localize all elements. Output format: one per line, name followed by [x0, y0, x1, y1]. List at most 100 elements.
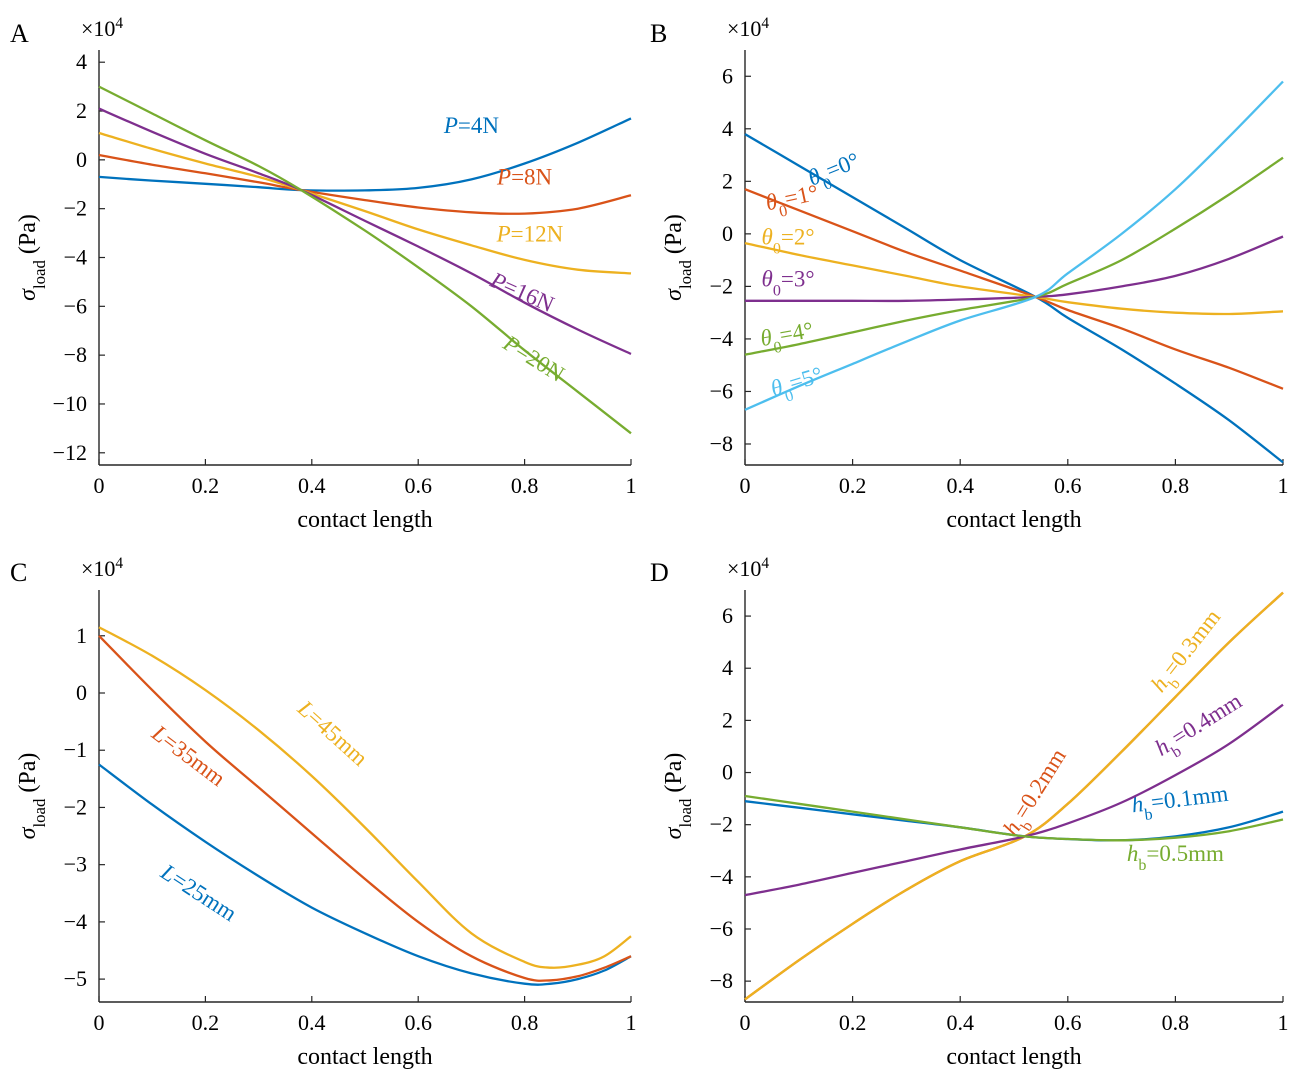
- x-tick-label: 0.4: [298, 473, 326, 498]
- series-label: θ0=3°: [762, 266, 815, 299]
- y-tick-label: 0: [722, 760, 733, 785]
- series-line: [98, 117, 632, 192]
- y-tick-label: 2: [722, 168, 733, 193]
- x-tick-label: 1: [1278, 473, 1289, 498]
- x-tick-label: 1: [626, 473, 637, 498]
- series-line: [98, 85, 632, 435]
- series-label: θ0=5°: [768, 362, 828, 409]
- panel-D: D ×104 0 0.2 0.4 0.6 0.8 1 6 4 2 0 −2 −4 −6 −8 contact l…: [650, 555, 1289, 1071]
- y-tick-label: −6: [710, 378, 733, 403]
- series-line: [98, 131, 632, 275]
- y-tick-label: −6: [710, 916, 733, 941]
- series-label: P=12N: [496, 222, 564, 247]
- y-tick-label: 0: [722, 221, 733, 246]
- series-label: hb=0.4mm: [1151, 688, 1251, 767]
- y-tick-label: −2: [64, 794, 87, 819]
- x-tick-label: 1: [626, 1010, 637, 1035]
- x-tick-label: 0.8: [1162, 473, 1190, 498]
- y-tick-label: −1: [64, 737, 87, 762]
- x-tick-label: 0: [94, 473, 105, 498]
- series-label: P=4N: [443, 113, 500, 138]
- x-tick-label: 0.6: [1054, 1010, 1082, 1035]
- y-tick-label: 6: [722, 63, 733, 88]
- series-label: P=16N: [486, 267, 558, 318]
- x-tick-label: 0.4: [946, 473, 974, 498]
- x-axis-label: contact length: [946, 507, 1081, 533]
- x-axis-label: contact length: [946, 1044, 1081, 1070]
- x-tick-label: 0.6: [404, 473, 432, 498]
- x-tick-label: 0.4: [946, 1010, 974, 1035]
- y-tick-label: −3: [64, 852, 87, 877]
- panel-letter: B: [650, 19, 667, 48]
- series-line: [98, 107, 632, 355]
- y-tick-label: −4: [64, 245, 87, 270]
- series-label: P=8N: [496, 164, 553, 189]
- y-axis-label: σload (Pa): [661, 214, 695, 301]
- series-label: P=20N: [498, 330, 569, 387]
- y-tick-label: 0: [76, 680, 87, 705]
- y-tick-label: −2: [710, 273, 733, 298]
- series-label: L=35mm: [147, 720, 230, 792]
- series-label: hb=0.5mm: [1127, 841, 1224, 874]
- series-line: [744, 794, 1284, 842]
- y-axis-label: σload (Pa): [15, 214, 49, 301]
- series-label: θ0=1°: [763, 180, 822, 223]
- y-tick-label: −4: [710, 864, 733, 889]
- y-axis-label: σload (Pa): [15, 753, 49, 840]
- panel-letter: C: [10, 558, 27, 587]
- y-tick-label: −8: [64, 342, 87, 367]
- x-tick-label: 0.8: [511, 473, 539, 498]
- y-tick-label: −5: [64, 966, 87, 991]
- x-axis-label: contact length: [297, 1044, 432, 1070]
- x-tick-label: 0.2: [839, 473, 867, 498]
- panel-A: A ×104 0 0.2 0.4 0.6 0.8 1 4 2 0 −2 −4 −6 −8 −10 −12 cont…: [10, 15, 637, 534]
- x-tick-label: 0.8: [1162, 1010, 1190, 1035]
- axis-multiplier: ×104: [81, 555, 123, 582]
- series-label: L=25mm: [156, 859, 241, 927]
- panel-B: B ×104 0 0.2 0.4 0.6 0.8 1 6 4 2 0 −2 −4 −6 −8 contact l…: [650, 15, 1289, 534]
- x-tick-label: 0.6: [404, 1010, 432, 1035]
- axis-multiplier: ×104: [727, 555, 769, 582]
- x-tick-label: 0.2: [192, 473, 220, 498]
- series-line: [744, 235, 1284, 303]
- x-tick-label: 1: [1278, 1010, 1289, 1035]
- series-label: hb=0.1mm: [1130, 781, 1230, 825]
- y-tick-label: −2: [64, 196, 87, 221]
- series-line: [744, 80, 1284, 411]
- y-tick-label: −8: [710, 968, 733, 993]
- series-label: L=45mm: [292, 695, 372, 771]
- axis-multiplier: ×104: [81, 15, 123, 42]
- y-axis-label: σload (Pa): [661, 753, 695, 840]
- x-tick-label: 0: [740, 473, 751, 498]
- x-axis-label: contact length: [297, 507, 432, 533]
- series-label: θ0=2°: [762, 224, 815, 257]
- x-tick-label: 0.6: [1054, 473, 1082, 498]
- y-tick-label: −6: [64, 293, 87, 318]
- x-tick-label: 0.2: [192, 1010, 220, 1035]
- y-tick-label: −2: [710, 812, 733, 837]
- y-tick-label: 4: [76, 49, 87, 74]
- y-tick-label: 2: [76, 98, 87, 123]
- series-line: [744, 188, 1284, 390]
- axis-multiplier: ×104: [727, 15, 769, 42]
- y-tick-label: 1: [76, 623, 87, 648]
- series-label: θ0=4°: [758, 317, 816, 358]
- x-tick-label: 0: [94, 1010, 105, 1035]
- y-tick-label: −8: [710, 431, 733, 456]
- series-line: [98, 153, 632, 215]
- series-line: [98, 763, 632, 986]
- x-tick-label: 0.4: [298, 1010, 326, 1035]
- y-tick-label: −4: [710, 326, 733, 351]
- series-line: [98, 634, 632, 982]
- y-tick-label: 4: [722, 116, 733, 141]
- y-tick-label: −10: [53, 391, 87, 416]
- panel-C: C ×104 0 0.2 0.4 0.6 0.8 1 1 0 −1 −2 −3 −4 −5 contact l…: [10, 555, 637, 1071]
- y-tick-label: 6: [722, 603, 733, 628]
- series-line: [98, 626, 632, 969]
- panel-letter: D: [650, 558, 669, 587]
- y-tick-label: 0: [76, 147, 87, 172]
- x-tick-label: 0.8: [511, 1010, 539, 1035]
- y-tick-label: −4: [64, 909, 87, 934]
- x-tick-label: 0.2: [839, 1010, 867, 1035]
